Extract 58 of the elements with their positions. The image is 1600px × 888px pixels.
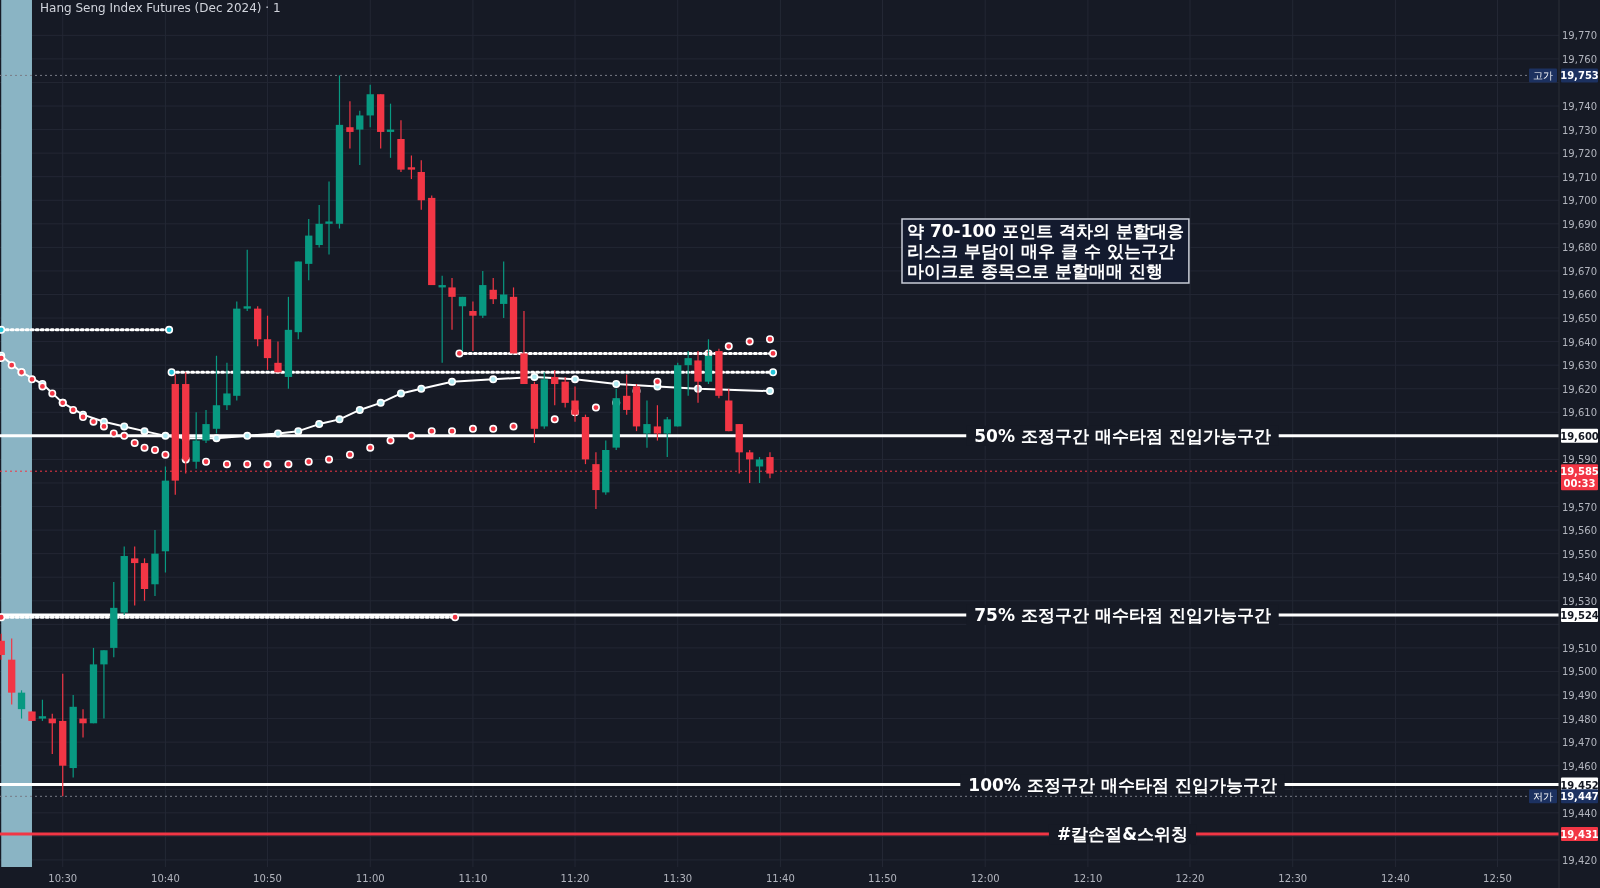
- y-tick-label: 19,490: [1562, 690, 1597, 702]
- x-tick-label: 11:10: [458, 873, 488, 884]
- y-tick-label: 19,550: [1562, 548, 1597, 560]
- ref-line-label: 75% 조정구간 매수타점 진입가능구간: [974, 604, 1271, 625]
- annotation: 약 70-100 포인트 격차의 분할대응 리스크 부담이 매우 클 수 있는구간 마이크로 종목으로 분할매매 진행: [907, 221, 1184, 281]
- y-tick-label: 19,510: [1562, 642, 1597, 654]
- y-tick-label: 19,730: [1562, 124, 1597, 136]
- x-tick-label: 12:40: [1381, 873, 1410, 884]
- y-tick-label: 19,640: [1562, 336, 1597, 348]
- x-tick-label: 11:20: [560, 873, 590, 884]
- x-tick-label: 11:40: [766, 873, 795, 884]
- x-tick-label: 12:30: [1278, 873, 1308, 884]
- x-tick-label: 10:30: [48, 873, 78, 884]
- price-tag: 19,447: [1560, 789, 1599, 804]
- x-tick-label: 11:30: [663, 873, 693, 884]
- x-tick-label: 12:00: [970, 873, 1000, 884]
- ref-line-label: 100% 조정구간 매수타점 진입가능구간: [968, 774, 1277, 795]
- y-tick-label: 19,540: [1562, 572, 1597, 584]
- y-tick-label: 19,670: [1562, 265, 1597, 277]
- y-tick-label: 19,570: [1562, 501, 1597, 513]
- y-tick-label: 19,530: [1562, 595, 1597, 607]
- y-tick-label: 19,700: [1562, 195, 1597, 207]
- x-tick-label: 10:50: [253, 873, 282, 884]
- y-tick-label: 19,500: [1562, 666, 1597, 678]
- y-tick-label: 19,420: [1562, 854, 1597, 866]
- y-tick-label: 19,770: [1562, 30, 1597, 42]
- ref-line-label: 고가: [1533, 70, 1553, 82]
- x-tick-label: 11:00: [355, 873, 385, 884]
- x-tick-label: 12:10: [1073, 873, 1103, 884]
- y-tick-label: 19,680: [1562, 242, 1597, 254]
- x-tick-label: 12:50: [1483, 873, 1512, 884]
- chart-title: Hang Seng Index Futures (Dec 2024) · 1: [40, 1, 281, 15]
- ref-line-label: #칼손절&스위칭: [1056, 824, 1189, 845]
- y-tick-label: 19,690: [1562, 218, 1597, 230]
- y-tick-label: 19,480: [1562, 713, 1597, 725]
- price-tag: 19,585: [1560, 464, 1599, 479]
- y-tick-label: 19,650: [1562, 313, 1597, 325]
- price-tag: 19,431: [1560, 827, 1599, 841]
- price-tag: 00:33: [1561, 477, 1598, 491]
- y-tick-label: 19,620: [1562, 383, 1597, 395]
- y-tick-label: 19,470: [1562, 737, 1597, 749]
- y-tick-label: 19,610: [1562, 407, 1597, 419]
- x-tick-label: 10:40: [151, 873, 180, 884]
- ref-line-label: 50% 조정구간 매수타점 진입가능구간: [974, 425, 1271, 446]
- x-tick-label: 11:50: [868, 873, 897, 884]
- y-tick-label: 19,710: [1562, 171, 1597, 183]
- y-tick-label: 19,630: [1562, 360, 1597, 372]
- x-tick-label: 12:20: [1175, 873, 1205, 884]
- y-tick-label: 19,460: [1562, 760, 1597, 772]
- y-tick-label: 19,440: [1562, 807, 1597, 819]
- y-tick-label: 19,720: [1562, 148, 1597, 160]
- y-tick-label: 19,740: [1562, 101, 1597, 113]
- y-tick-label: 19,660: [1562, 289, 1597, 301]
- y-tick-label: 19,590: [1562, 454, 1597, 466]
- y-tick-label: 19,560: [1562, 525, 1597, 537]
- price-tag: 19,753: [1560, 68, 1599, 83]
- ref-line-label: 저가: [1533, 791, 1553, 803]
- y-tick-label: 19,760: [1562, 53, 1597, 65]
